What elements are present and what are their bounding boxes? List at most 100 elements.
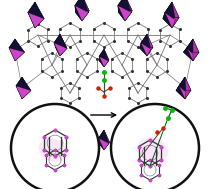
Polygon shape: [28, 2, 44, 19]
Polygon shape: [75, 11, 89, 21]
Polygon shape: [184, 39, 199, 52]
Polygon shape: [15, 52, 21, 61]
Polygon shape: [75, 0, 89, 12]
Polygon shape: [118, 5, 125, 21]
Polygon shape: [99, 56, 104, 67]
Polygon shape: [98, 130, 104, 143]
Polygon shape: [140, 47, 153, 56]
Polygon shape: [56, 34, 66, 49]
Polygon shape: [16, 86, 22, 99]
Polygon shape: [54, 43, 67, 56]
Ellipse shape: [39, 138, 67, 162]
Polygon shape: [54, 34, 67, 48]
Polygon shape: [99, 130, 110, 143]
Polygon shape: [56, 47, 66, 56]
Polygon shape: [141, 34, 151, 49]
Ellipse shape: [38, 139, 68, 161]
Polygon shape: [16, 86, 31, 99]
Polygon shape: [147, 34, 153, 49]
Polygon shape: [75, 0, 82, 12]
Polygon shape: [99, 142, 110, 150]
Circle shape: [11, 104, 99, 189]
Polygon shape: [9, 39, 15, 54]
Polygon shape: [140, 43, 147, 56]
Polygon shape: [172, 2, 179, 20]
Polygon shape: [179, 77, 186, 92]
Polygon shape: [163, 2, 179, 19]
Polygon shape: [185, 90, 191, 99]
Polygon shape: [185, 77, 191, 92]
Polygon shape: [172, 18, 179, 28]
Polygon shape: [165, 12, 175, 28]
Polygon shape: [184, 52, 199, 61]
Ellipse shape: [25, 123, 85, 173]
Circle shape: [111, 104, 199, 189]
Polygon shape: [118, 0, 125, 12]
Polygon shape: [9, 48, 15, 61]
Polygon shape: [28, 12, 35, 28]
Polygon shape: [118, 5, 131, 21]
Polygon shape: [54, 43, 60, 56]
Polygon shape: [22, 77, 31, 91]
Polygon shape: [82, 0, 89, 12]
Polygon shape: [98, 138, 104, 150]
Polygon shape: [165, 2, 175, 20]
Polygon shape: [75, 0, 88, 12]
Polygon shape: [163, 18, 179, 28]
Polygon shape: [99, 60, 109, 67]
Polygon shape: [184, 39, 193, 52]
Polygon shape: [184, 48, 193, 61]
Polygon shape: [176, 86, 185, 99]
Polygon shape: [21, 77, 28, 92]
Ellipse shape: [125, 123, 185, 173]
Polygon shape: [21, 90, 28, 99]
Polygon shape: [118, 0, 131, 12]
Polygon shape: [104, 49, 109, 61]
Polygon shape: [125, 11, 132, 21]
Polygon shape: [15, 39, 21, 54]
Ellipse shape: [137, 138, 169, 162]
Polygon shape: [98, 130, 109, 143]
Polygon shape: [140, 34, 147, 48]
Polygon shape: [193, 52, 199, 61]
Polygon shape: [99, 49, 109, 61]
Polygon shape: [141, 43, 151, 56]
Polygon shape: [35, 18, 44, 28]
Polygon shape: [119, 11, 132, 21]
Polygon shape: [147, 47, 153, 56]
Polygon shape: [176, 90, 191, 99]
Polygon shape: [104, 60, 109, 67]
Polygon shape: [193, 39, 199, 54]
Polygon shape: [163, 12, 172, 28]
Polygon shape: [75, 5, 82, 21]
Polygon shape: [9, 48, 24, 61]
Polygon shape: [179, 86, 186, 99]
Polygon shape: [176, 77, 185, 91]
Polygon shape: [99, 49, 108, 61]
Polygon shape: [22, 90, 31, 99]
Polygon shape: [176, 77, 191, 91]
Polygon shape: [54, 34, 60, 49]
Polygon shape: [187, 48, 193, 61]
Ellipse shape: [138, 137, 168, 163]
Polygon shape: [16, 77, 31, 91]
Polygon shape: [28, 12, 44, 28]
Polygon shape: [104, 142, 110, 150]
Polygon shape: [75, 5, 88, 21]
Polygon shape: [187, 39, 193, 54]
Polygon shape: [104, 130, 110, 143]
Polygon shape: [15, 39, 24, 52]
Polygon shape: [163, 2, 172, 19]
Polygon shape: [32, 18, 42, 28]
Polygon shape: [98, 138, 109, 150]
Polygon shape: [82, 11, 89, 21]
Polygon shape: [140, 34, 153, 48]
Polygon shape: [28, 2, 35, 20]
Polygon shape: [16, 77, 22, 92]
Polygon shape: [99, 56, 108, 67]
Polygon shape: [15, 52, 24, 61]
Polygon shape: [60, 47, 67, 56]
Polygon shape: [9, 39, 24, 52]
Polygon shape: [60, 34, 67, 48]
Polygon shape: [35, 2, 44, 19]
